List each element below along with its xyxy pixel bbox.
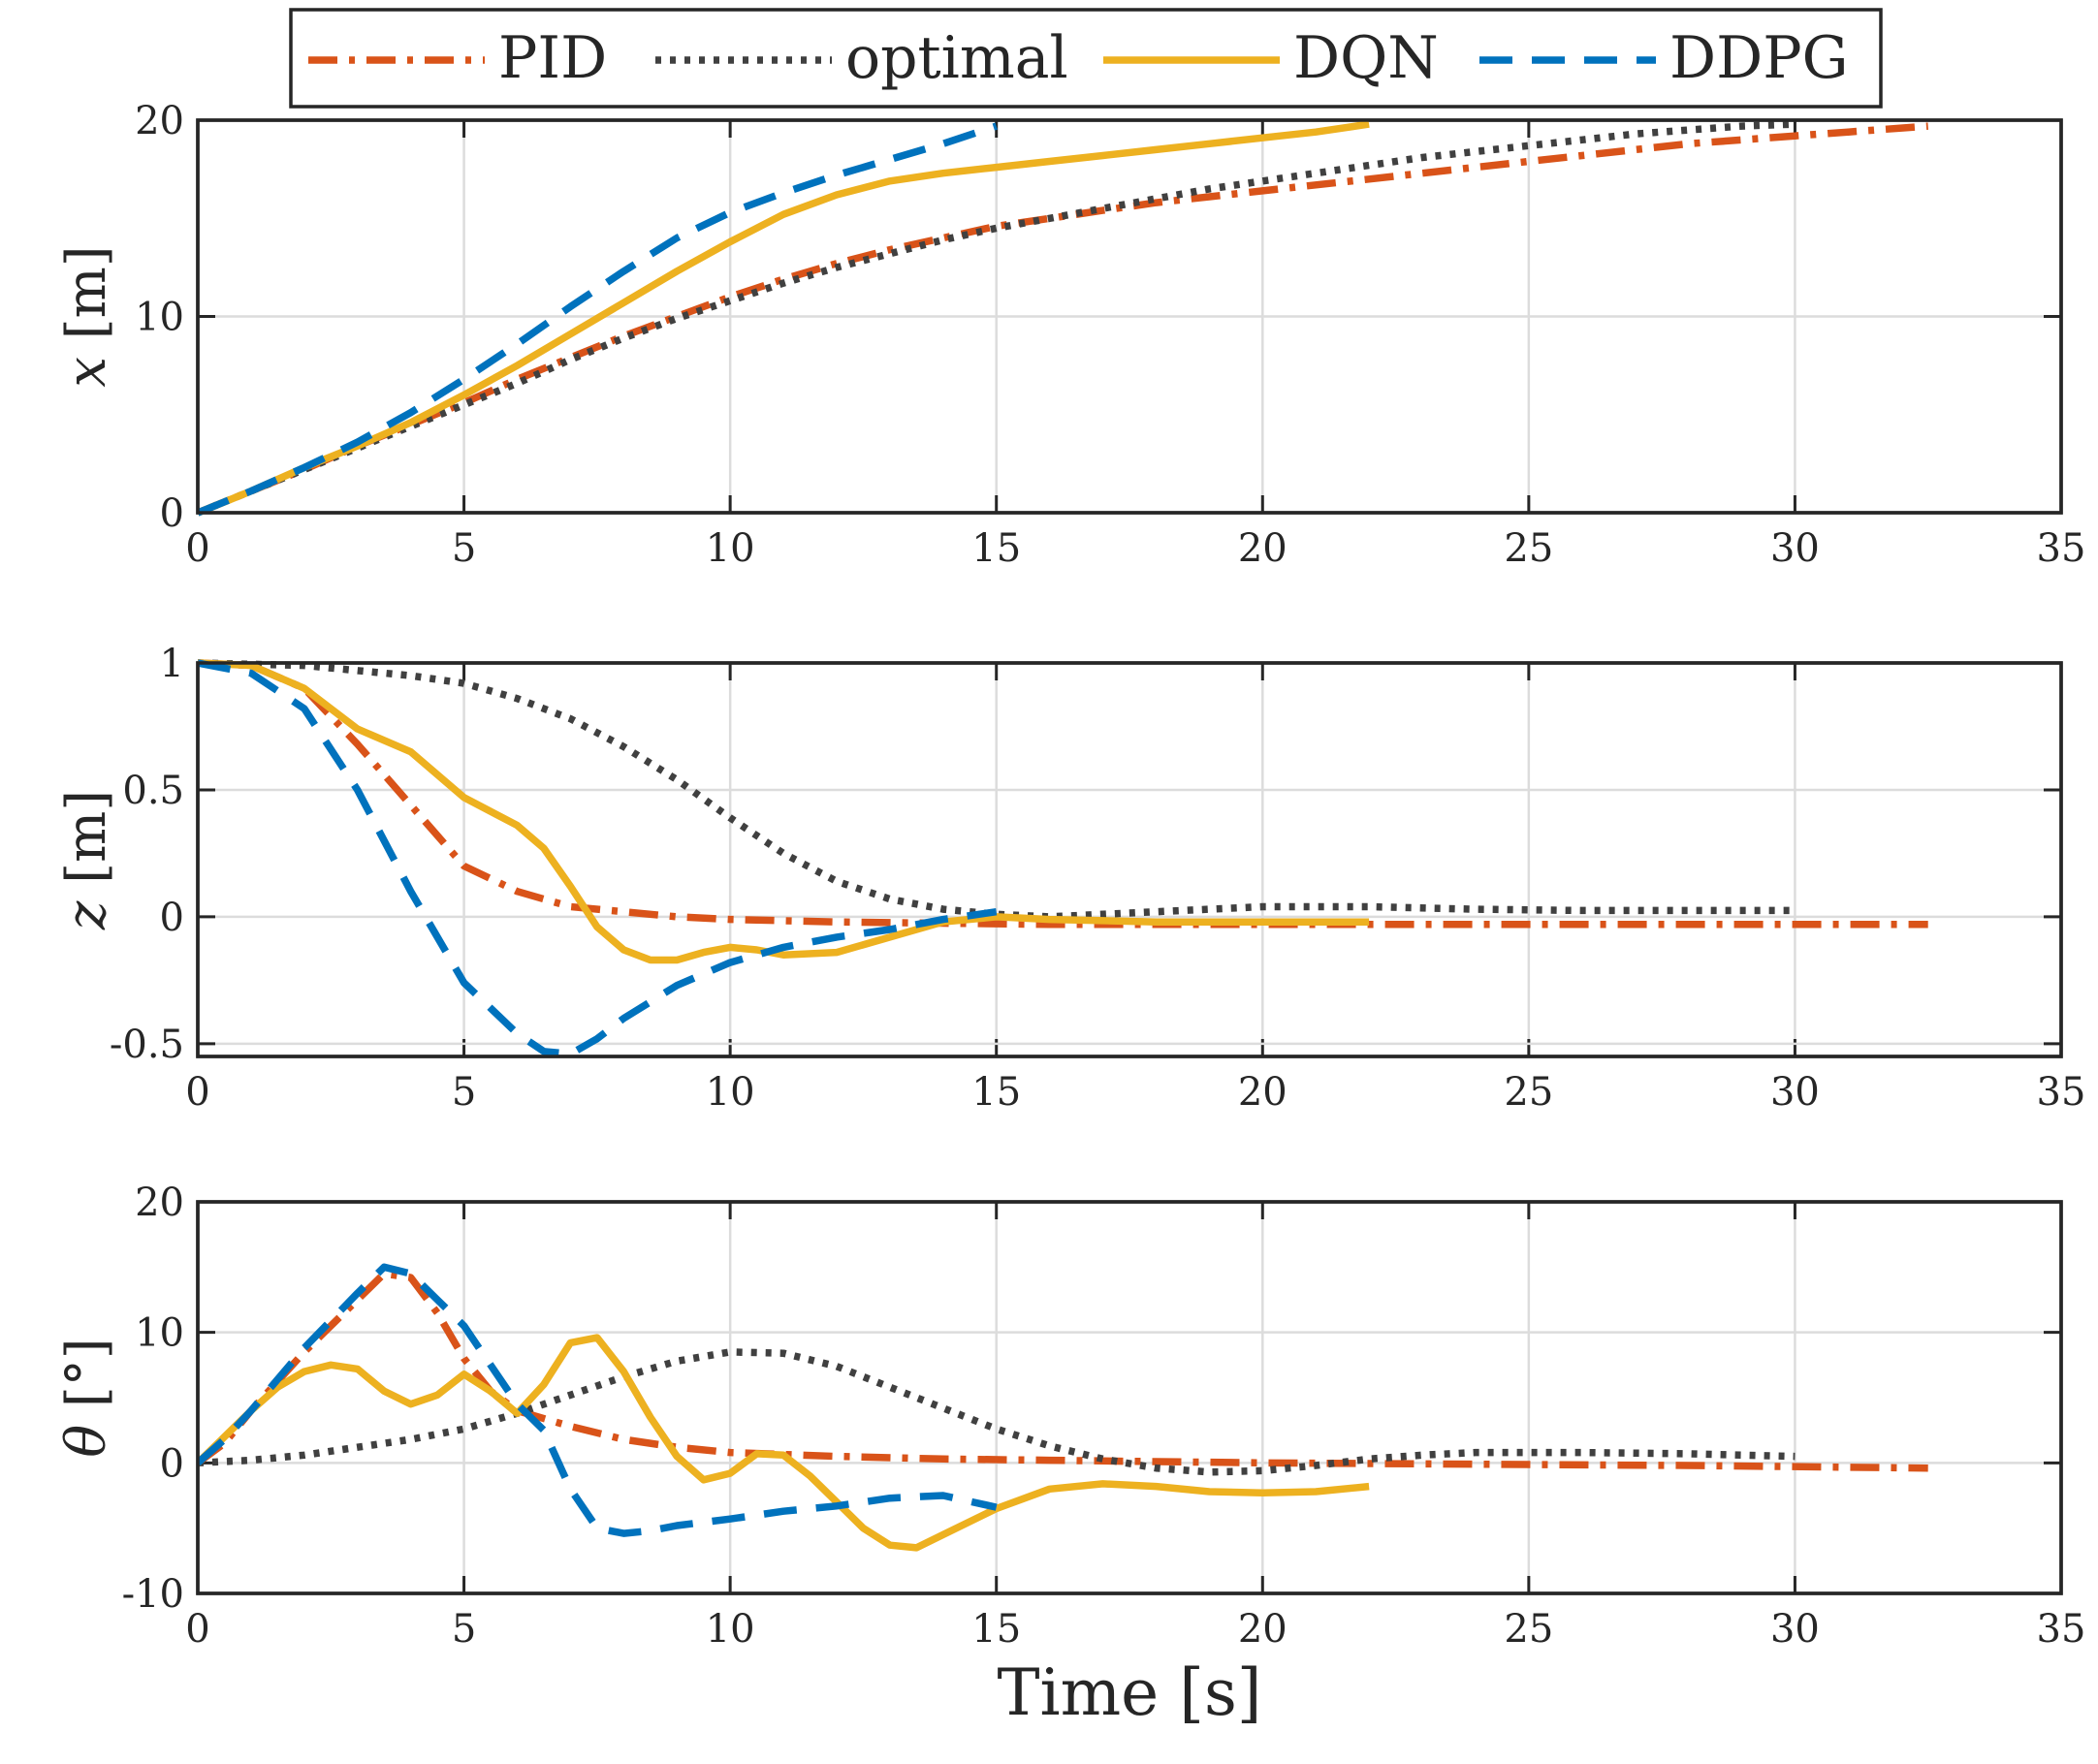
y-axis-space: [55, 1407, 118, 1425]
series-line-dqn: [198, 120, 1370, 517]
x-axis-label: Time [s]: [997, 1655, 1261, 1730]
y-tick-label: 20: [135, 1181, 184, 1225]
x-tick-label: 30: [1770, 1070, 1820, 1115]
y-axis-unit: [m]: [55, 790, 118, 884]
x-tick-label: 25: [1504, 526, 1553, 571]
legend-entry-dqn: DQN: [1103, 24, 1439, 92]
x-tick-label: 5: [452, 1070, 476, 1115]
x-tick-label: 5: [452, 526, 476, 571]
y-tick-label: 10: [135, 1311, 184, 1356]
x-tick-label: 30: [1770, 1607, 1820, 1652]
x-tick-label: 30: [1770, 526, 1820, 571]
series-group: [198, 659, 1928, 1058]
series-line-ddpg: [198, 659, 998, 1058]
legend-entry-optimal: optimal: [655, 24, 1068, 92]
y-axis-unit: [m]: [55, 245, 118, 339]
y-axis-space: [55, 884, 118, 901]
x-tick-label: 35: [2037, 526, 2086, 571]
series-line-dqn: [198, 659, 1370, 964]
x-tick-label: 5: [452, 1607, 476, 1652]
subplot-x: 0 5 10 15 20 25 30 35 0 10 20 x [m]: [55, 99, 2085, 571]
series-line-dqn: [198, 1334, 1370, 1552]
x-tick-label: 10: [706, 1070, 755, 1115]
y-axis-variable: z: [55, 900, 118, 930]
axes-background: [196, 661, 2063, 1058]
x-tick-label: 0: [185, 1607, 209, 1652]
y-tick-label: 0.5: [122, 769, 184, 813]
x-tick-label: 15: [971, 1607, 1021, 1652]
axes-frame: [196, 1200, 2063, 1595]
x-tick-label: 25: [1504, 1607, 1553, 1652]
series-group: [198, 120, 1928, 517]
legend: PID optimal DQN DDPG: [289, 8, 1883, 109]
legend-entry-pid: PID: [308, 24, 607, 92]
y-axis-label: θ [°]: [55, 1338, 118, 1457]
x-tick-label: 10: [706, 1607, 755, 1652]
series-line-optimal: [198, 659, 1796, 921]
y-tick-label: 1: [160, 642, 184, 686]
x-tick-label: 20: [1238, 526, 1287, 571]
x-tick-label: 20: [1238, 1070, 1287, 1115]
x-tick-label: 0: [185, 526, 209, 571]
legend-label: PID: [498, 24, 607, 92]
x-tick-label: 20: [1238, 1607, 1287, 1652]
x-tick-label: 15: [971, 1070, 1021, 1115]
legend-label: optimal: [845, 24, 1068, 92]
y-tick-label: 20: [135, 99, 184, 143]
series-line-pid: [198, 659, 1928, 929]
y-axis-label: z [m]: [55, 790, 118, 930]
y-axis-label: x [m]: [55, 245, 118, 387]
axes-background: [196, 1200, 2063, 1595]
series-line-ddpg: [198, 122, 998, 517]
y-tick-label: 0: [160, 896, 184, 940]
y-tick-label: 0: [160, 1441, 184, 1486]
y-axis-space: [55, 339, 118, 357]
axes-frame: [196, 661, 2063, 1058]
legend-entry-ddpg: DDPG: [1479, 24, 1849, 92]
y-tick-label: -10: [122, 1572, 184, 1617]
legend-label: DQN: [1293, 24, 1439, 92]
x-tick-label: 25: [1504, 1070, 1553, 1115]
y-tick-label: 10: [135, 296, 184, 340]
y-tick-label: -0.5: [110, 1023, 184, 1067]
series-group: [198, 1263, 1928, 1552]
x-tick-label: 35: [2037, 1607, 2086, 1652]
y-axis-variable: x: [55, 357, 118, 388]
y-axis-unit: [°]: [55, 1338, 118, 1407]
y-tick-label: 0: [160, 491, 184, 536]
x-tick-label: 35: [2037, 1070, 2086, 1115]
x-tick-label: 15: [971, 526, 1021, 571]
y-axis-variable: θ: [55, 1425, 118, 1458]
axes-frame: [196, 118, 2063, 515]
x-tick-label: 0: [185, 1070, 209, 1115]
subplot-z: 0 5 10 15 20 25 30 35-0.500.51z [m]: [55, 642, 2085, 1115]
legend-label: DDPG: [1669, 24, 1849, 92]
x-tick-label: 10: [706, 526, 755, 571]
series-line-pid: [198, 122, 1928, 517]
